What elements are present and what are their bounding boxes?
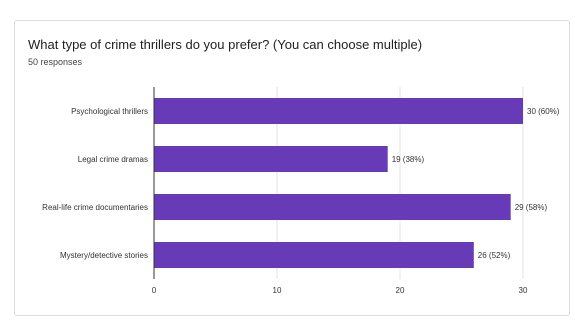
response-count: 50 responses	[28, 57, 83, 67]
x-tick-label: 10	[273, 286, 282, 295]
data-label: 26 (52%)	[478, 251, 511, 260]
x-tick-label: 20	[396, 286, 405, 295]
question-title: What type of crime thrillers do you pref…	[28, 37, 423, 52]
bar-chart: 0 10 20 30 Psychological thrillers 30 (60%) Le…	[42, 87, 560, 295]
category-label: Psychological thrillers	[71, 107, 148, 116]
category-label: Real-life crime documentaries	[42, 203, 148, 212]
data-label: 30 (60%)	[527, 107, 560, 116]
bar	[154, 194, 511, 220]
chart-card: What type of crime thrillers do you pref…	[14, 20, 570, 316]
data-label: 19 (38%)	[392, 155, 425, 164]
x-tick-label: 30	[519, 286, 528, 295]
data-label: 29 (58%)	[515, 203, 548, 212]
bar	[154, 98, 523, 124]
x-tick-label: 0	[152, 286, 157, 295]
bar	[154, 242, 474, 268]
bar	[154, 146, 388, 172]
category-label: Mystery/detective stories	[60, 251, 148, 260]
category-label: Legal crime dramas	[78, 155, 148, 164]
